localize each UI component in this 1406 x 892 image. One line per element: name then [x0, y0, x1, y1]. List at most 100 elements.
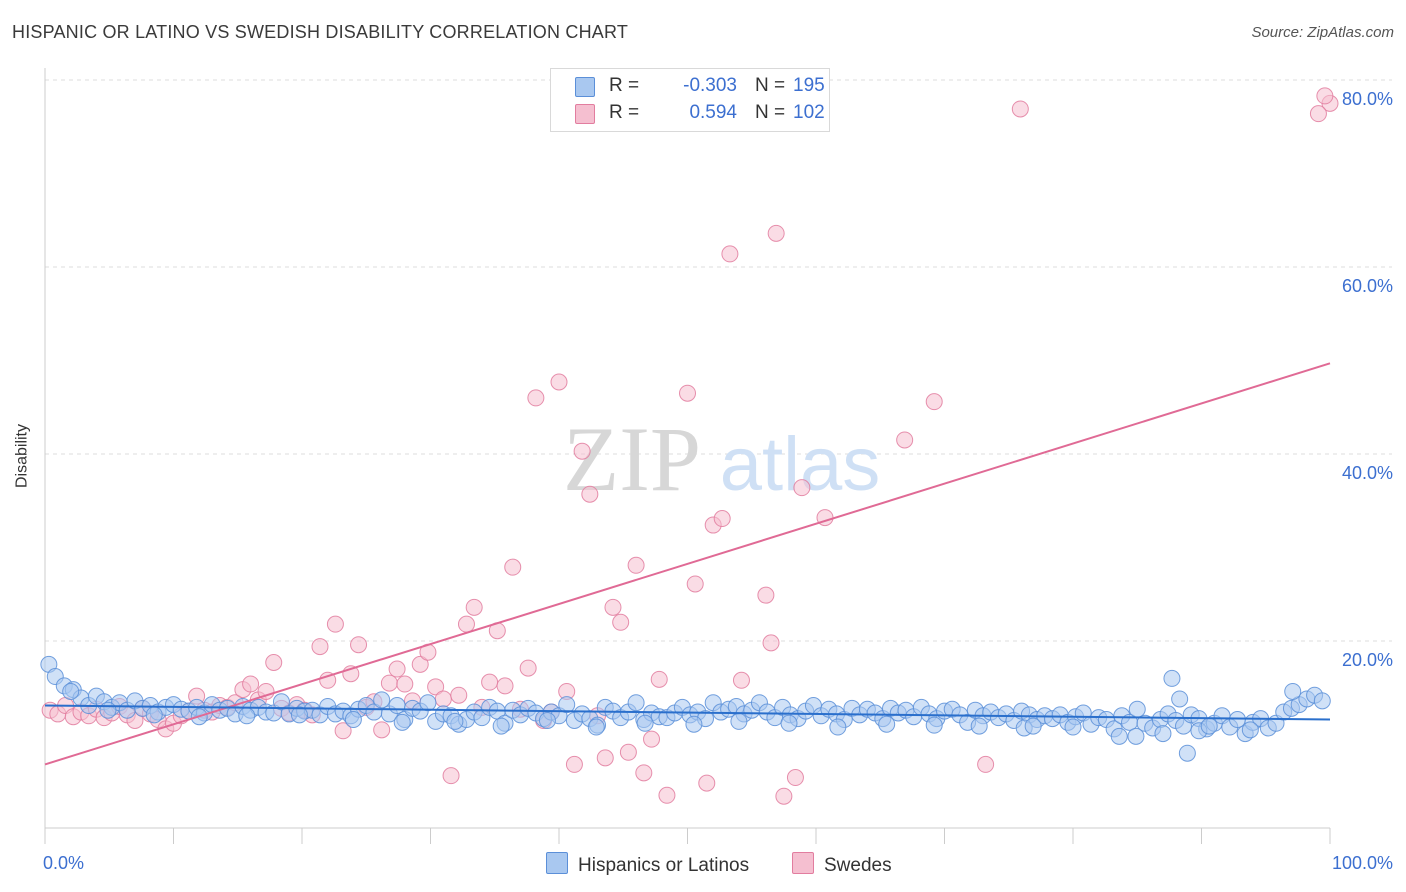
y-tick-label: 20.0% — [1342, 650, 1393, 670]
hispanics-trend-line — [44, 704, 1331, 721]
y-tick-labels: 20.0% 40.0% 60.0% 80.0% — [1342, 89, 1393, 670]
hispanics-point — [685, 715, 703, 733]
swedes-point — [767, 224, 785, 242]
swedes-point — [713, 510, 731, 528]
legend-item-hispanics: Hispanics or Latinos — [546, 852, 749, 877]
hispanics-point — [62, 682, 80, 700]
hispanics-point — [373, 691, 391, 709]
hispanics-point — [1127, 727, 1145, 745]
swedes-point — [1316, 87, 1334, 105]
hispanics-points — [40, 655, 1331, 762]
swedes-point — [411, 655, 429, 673]
swedes-point — [319, 671, 337, 689]
swedes-trend-line — [44, 362, 1331, 766]
swedes-point — [977, 755, 995, 773]
legend-swatch-pink — [792, 852, 814, 874]
hispanics-point — [388, 697, 406, 715]
swedes-point — [265, 654, 283, 672]
hispanics-point — [1313, 692, 1331, 710]
swedes-point — [762, 634, 780, 652]
legend-r-label: R = — [609, 102, 640, 123]
swedes-point — [627, 556, 645, 574]
legend-n-value: 195 — [793, 75, 825, 96]
chart-title: HISPANIC OR LATINO VS SWEDISH DISABILITY… — [12, 22, 629, 42]
swedes-point — [373, 721, 391, 739]
swedes-point — [1309, 105, 1327, 123]
hispanics-point — [730, 712, 748, 730]
swedes-point — [775, 787, 793, 805]
hispanics-point — [145, 706, 163, 724]
hispanics-point — [1110, 727, 1128, 745]
swedes-point — [686, 575, 704, 593]
swedes-point — [732, 671, 750, 689]
swedes-point — [311, 638, 329, 656]
swedes-point — [793, 479, 811, 497]
swedes-point — [679, 384, 696, 402]
x-tick-label-max: 100.0% — [1332, 853, 1393, 873]
swedes-point — [434, 690, 452, 708]
grid-lines — [45, 79, 1392, 642]
legend-r-label: R = — [609, 75, 640, 96]
hispanics-point — [558, 696, 576, 714]
hispanics-point — [780, 714, 798, 732]
swedes-point — [380, 674, 398, 692]
axes — [44, 68, 1331, 844]
swedes-point — [786, 769, 804, 787]
hispanics-point — [636, 714, 654, 732]
legend-n-label: N = — [755, 102, 786, 123]
hispanics-point — [492, 717, 510, 735]
legend-swatch-blue — [546, 852, 568, 874]
swedes-point — [643, 730, 661, 748]
swedes-point — [457, 615, 475, 633]
swedes-point — [721, 245, 739, 263]
legend-r-value: 0.594 — [689, 102, 737, 123]
x-tick-labels: 0.0% 100.0% — [43, 853, 1393, 873]
legend-n-value: 102 — [793, 102, 825, 123]
swedes-point — [581, 485, 599, 503]
hispanics-point — [446, 712, 464, 730]
swedes-point — [465, 598, 483, 616]
swedes-point — [242, 675, 260, 693]
legend-label-hispanics: Hispanics or Latinos — [578, 855, 750, 876]
swedes-point — [757, 586, 775, 604]
hispanics-point — [393, 713, 411, 731]
hispanics-point — [1171, 690, 1189, 708]
swedes-point — [442, 767, 460, 785]
hispanics-point — [99, 701, 117, 719]
swedes-point — [565, 755, 583, 773]
hispanics-point — [587, 718, 605, 736]
swedes-point — [388, 660, 406, 678]
swedes-point — [650, 670, 668, 688]
swedes-point — [519, 659, 537, 677]
legend-swatch-blue — [575, 77, 595, 97]
hispanics-point — [925, 716, 943, 734]
hispanics-point — [627, 694, 645, 712]
swedes-point — [698, 774, 716, 792]
hispanics-point — [1178, 744, 1196, 762]
swedes-point — [527, 389, 545, 407]
y-tick-label: 80.0% — [1342, 89, 1393, 109]
hispanics-point — [1064, 718, 1082, 736]
trend-lines — [44, 362, 1331, 766]
swedes-point — [925, 393, 943, 411]
legend-item-swedes: Swedes — [792, 852, 892, 877]
swedes-point — [635, 764, 653, 782]
swedes-point — [396, 675, 414, 693]
swedes-point — [450, 686, 468, 704]
hispanics-point — [1241, 721, 1259, 739]
hispanics-point — [1163, 669, 1181, 687]
swedes-point — [350, 636, 368, 654]
hispanics-point — [538, 711, 556, 729]
swedes-point — [619, 743, 637, 761]
hispanics-point — [970, 717, 988, 735]
y-tick-label: 40.0% — [1342, 463, 1393, 483]
hispanics-point — [1154, 725, 1172, 743]
source-label: Source: ZipAtlas.com — [1251, 24, 1394, 41]
swedes-point — [326, 615, 344, 633]
hispanics-point — [829, 718, 847, 736]
swedes-point — [658, 786, 676, 804]
swedes-point — [427, 678, 445, 696]
swedes-point — [504, 558, 522, 576]
hispanics-point — [419, 694, 437, 712]
hispanics-point — [1128, 700, 1146, 718]
